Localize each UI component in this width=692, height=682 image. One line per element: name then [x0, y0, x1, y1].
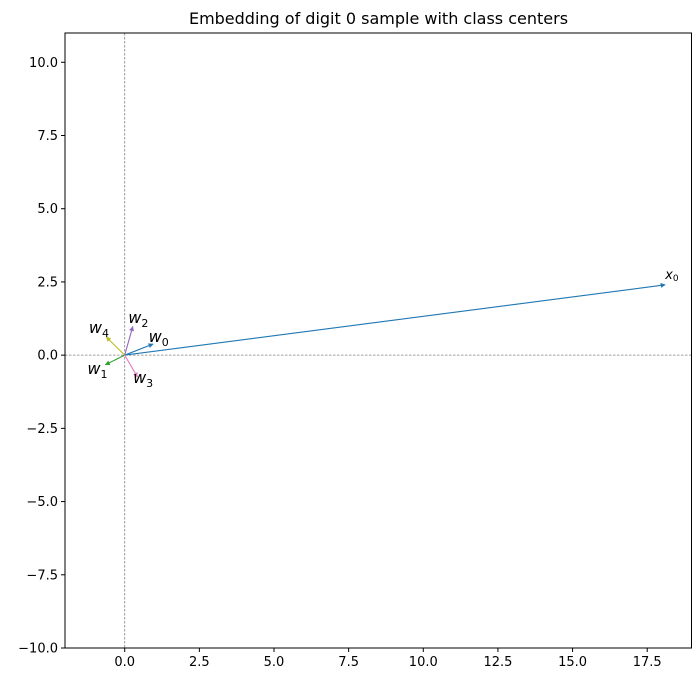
vector-w1: [104, 354, 125, 366]
vector-w2: [124, 325, 134, 356]
y-tick-label: 7.5: [37, 129, 58, 144]
x-tick-label: 12.5: [483, 655, 512, 670]
x-tick-label: 0.0: [114, 655, 135, 670]
y-tick-label: 0.0: [37, 349, 58, 364]
x-tick-label: 2.5: [189, 655, 210, 670]
vector-x0: [124, 282, 666, 356]
vector-label-w3: w3: [133, 368, 153, 390]
vector-label-w2: w2: [128, 308, 148, 330]
vector-w4: [105, 336, 126, 356]
x-tick-label: 10.0: [409, 655, 438, 670]
vector-w0: [124, 343, 154, 356]
plot-area: x0 w0 w1 w2 w3 w4 0.0 2.5 5.0 7.5 10.0 12.5 15.0 17.5…: [18, 32, 692, 670]
chart-title: Embedding of digit 0 sample with class c…: [189, 9, 568, 28]
vector-label-x0: x0: [664, 268, 679, 284]
y-tick-label: 10.0: [29, 56, 58, 71]
y-tick-label: −2.5: [26, 422, 58, 437]
x-tick-label: 5.0: [264, 655, 285, 670]
vector-label-w4: w4: [89, 318, 109, 340]
vector-w3: [124, 354, 139, 378]
y-tick-label: 5.0: [37, 202, 58, 217]
vector-label-w0: w0: [149, 327, 169, 349]
x-tick-label: 7.5: [338, 655, 359, 670]
y-tick-label: 2.5: [37, 275, 58, 290]
x-tick-label: 17.5: [633, 655, 662, 670]
y-tick-label: −5.0: [26, 495, 58, 510]
x-tick-label: 15.0: [558, 655, 587, 670]
y-tick-label: −7.5: [26, 568, 58, 583]
vector-label-w1: w1: [87, 359, 107, 381]
y-tick-label: −10.0: [18, 642, 58, 657]
